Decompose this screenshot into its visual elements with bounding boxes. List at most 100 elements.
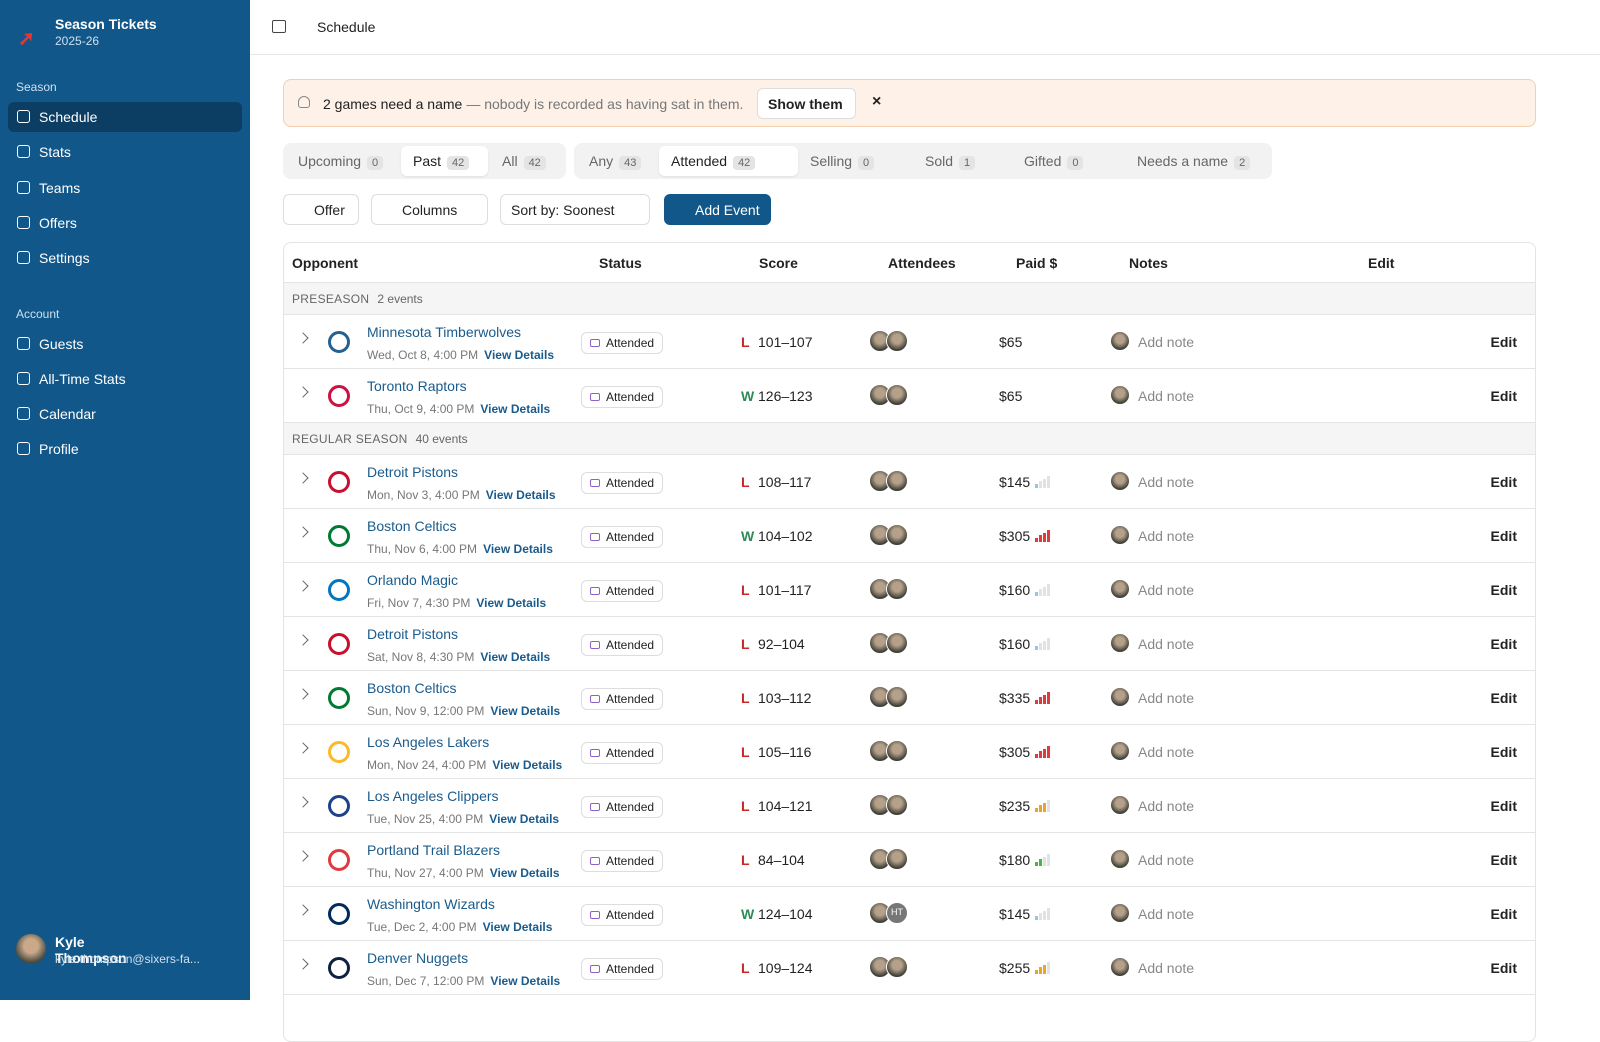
expand-chevron[interactable] xyxy=(297,386,309,398)
add-note[interactable]: Add note xyxy=(1138,636,1195,652)
view-details[interactable]: View Details xyxy=(485,488,556,502)
view-details[interactable]: View Details xyxy=(480,650,551,664)
edit[interactable]: Edit xyxy=(1490,636,1517,652)
add-note[interactable]: Add note xyxy=(1138,528,1195,544)
column-header[interactable]: Score xyxy=(759,255,798,271)
nav-item[interactable]: Settings xyxy=(8,243,242,273)
nav-item[interactable]: Calendar xyxy=(8,399,242,429)
team-name[interactable]: Detroit Pistons xyxy=(367,464,459,480)
view-details[interactable]: View Details xyxy=(490,974,561,988)
expand-chevron[interactable] xyxy=(297,634,309,646)
view-details[interactable]: View Details xyxy=(480,402,551,416)
view-details[interactable]: View Details xyxy=(484,348,554,362)
expand-chevron[interactable] xyxy=(297,332,309,344)
team-name[interactable]: Portland Trail Blazers xyxy=(367,842,501,858)
edit[interactable]: Edit xyxy=(1490,690,1517,706)
edit[interactable]: Edit xyxy=(1490,744,1517,760)
tab[interactable]: Attended 42 xyxy=(659,146,798,176)
team-name[interactable]: Boston Celtics xyxy=(367,680,457,696)
expand-chevron[interactable] xyxy=(297,688,309,700)
add-note[interactable]: Add note xyxy=(1138,744,1195,760)
view-details[interactable]: View Details xyxy=(489,812,560,826)
edit[interactable]: Edit xyxy=(1490,852,1517,868)
column-header[interactable]: Edit xyxy=(1368,255,1395,271)
team-name[interactable]: Boston Celtics xyxy=(367,518,457,534)
tier-bar xyxy=(1035,592,1038,596)
view-details[interactable]: View Details xyxy=(490,704,561,718)
view-details[interactable]: View Details xyxy=(476,596,547,610)
toolbar-button[interactable]: Sort by: Soonest xyxy=(500,194,650,225)
expand-chevron[interactable] xyxy=(297,904,309,916)
banner-button[interactable]: Show them xyxy=(757,88,856,119)
edit[interactable]: Edit xyxy=(1490,388,1517,404)
column-header[interactable]: Opponent xyxy=(292,255,359,271)
tab[interactable]: Gifted 0 xyxy=(1012,146,1122,176)
column-header[interactable]: Notes xyxy=(1129,255,1168,271)
view-details[interactable]: View Details xyxy=(492,758,563,772)
nav-item[interactable]: Schedule xyxy=(8,102,242,132)
team-name[interactable]: Detroit Pistons xyxy=(367,626,459,642)
expand-chevron[interactable] xyxy=(297,742,309,754)
team-name[interactable]: Denver Nuggets xyxy=(367,950,469,966)
edit[interactable]: Edit xyxy=(1490,582,1517,598)
expand-chevron[interactable] xyxy=(297,850,309,862)
add-note[interactable]: Add note xyxy=(1138,690,1195,706)
add-note[interactable]: Add note xyxy=(1138,906,1195,922)
nav-item[interactable]: Profile xyxy=(8,434,242,464)
add-note[interactable]: Add note xyxy=(1138,334,1195,350)
add-note[interactable]: Add note xyxy=(1138,582,1195,598)
view-details[interactable]: View Details xyxy=(482,920,553,934)
team-name[interactable]: Orlando Magic xyxy=(367,572,459,588)
sidebar-toggle[interactable] xyxy=(272,20,286,33)
column-header[interactable]: Attendees xyxy=(888,255,956,271)
edit[interactable]: Edit xyxy=(1490,474,1517,490)
tab[interactable]: Past 42 xyxy=(401,146,488,176)
edit[interactable]: Edit xyxy=(1490,798,1517,814)
team-name[interactable]: Los Angeles Clippers xyxy=(367,788,499,804)
add-note[interactable]: Add note xyxy=(1138,474,1195,490)
expand-chevron[interactable] xyxy=(297,580,309,592)
brand-title: Season Tickets xyxy=(55,16,157,32)
tier-bar xyxy=(1043,694,1046,704)
paid: $65 xyxy=(999,388,1023,404)
view-details[interactable]: View Details xyxy=(489,866,560,880)
team-name[interactable]: Washington Wizards xyxy=(367,896,495,912)
column-header[interactable]: Paid $ xyxy=(1016,255,1058,271)
team-name[interactable]: Los Angeles Lakers xyxy=(367,734,490,750)
toolbar-button[interactable]: Offer xyxy=(283,194,359,225)
edit[interactable]: Edit xyxy=(1490,528,1517,544)
paid: $145 xyxy=(999,906,1031,922)
add-note[interactable]: Add note xyxy=(1138,960,1195,976)
banner-close[interactable]: × xyxy=(872,93,882,110)
add-note[interactable]: Add note xyxy=(1138,798,1195,814)
tab[interactable]: Selling 0 xyxy=(798,146,910,176)
team-name[interactable]: Toronto Raptors xyxy=(367,378,467,394)
add-note[interactable]: Add note xyxy=(1138,852,1195,868)
expand-chevron[interactable] xyxy=(297,796,309,808)
nav-item[interactable]: Teams xyxy=(8,173,242,203)
tab[interactable]: Upcoming 0 xyxy=(286,146,399,176)
expand-chevron[interactable] xyxy=(297,958,309,970)
score: 104–102 xyxy=(758,528,813,544)
tab[interactable]: Needs a name 2 xyxy=(1125,146,1265,176)
tier-bar xyxy=(1043,478,1046,488)
edit[interactable]: Edit xyxy=(1490,906,1517,922)
tab[interactable]: Any 43 xyxy=(577,146,657,176)
view-details[interactable]: View Details xyxy=(483,542,553,556)
nav-item[interactable]: Guests xyxy=(8,329,242,359)
toolbar-button[interactable]: Columns xyxy=(371,194,488,225)
nav-item[interactable]: Offers xyxy=(8,208,242,238)
toolbar-button[interactable]: Add Event xyxy=(664,194,771,225)
nav-item[interactable]: All-Time Stats xyxy=(8,364,242,394)
edit[interactable]: Edit xyxy=(1490,960,1517,976)
expand-chevron[interactable] xyxy=(297,472,309,484)
tab[interactable]: All 42 xyxy=(490,146,560,176)
nav-item[interactable]: Stats xyxy=(8,137,242,167)
status-badge: Attended xyxy=(581,796,664,818)
add-note[interactable]: Add note xyxy=(1138,388,1195,404)
column-header[interactable]: Status xyxy=(599,255,642,271)
edit[interactable]: Edit xyxy=(1490,334,1517,350)
expand-chevron[interactable] xyxy=(297,526,309,538)
team-name[interactable]: Minnesota Timberwolves xyxy=(367,324,522,340)
tab[interactable]: Sold 1 xyxy=(913,146,1009,176)
